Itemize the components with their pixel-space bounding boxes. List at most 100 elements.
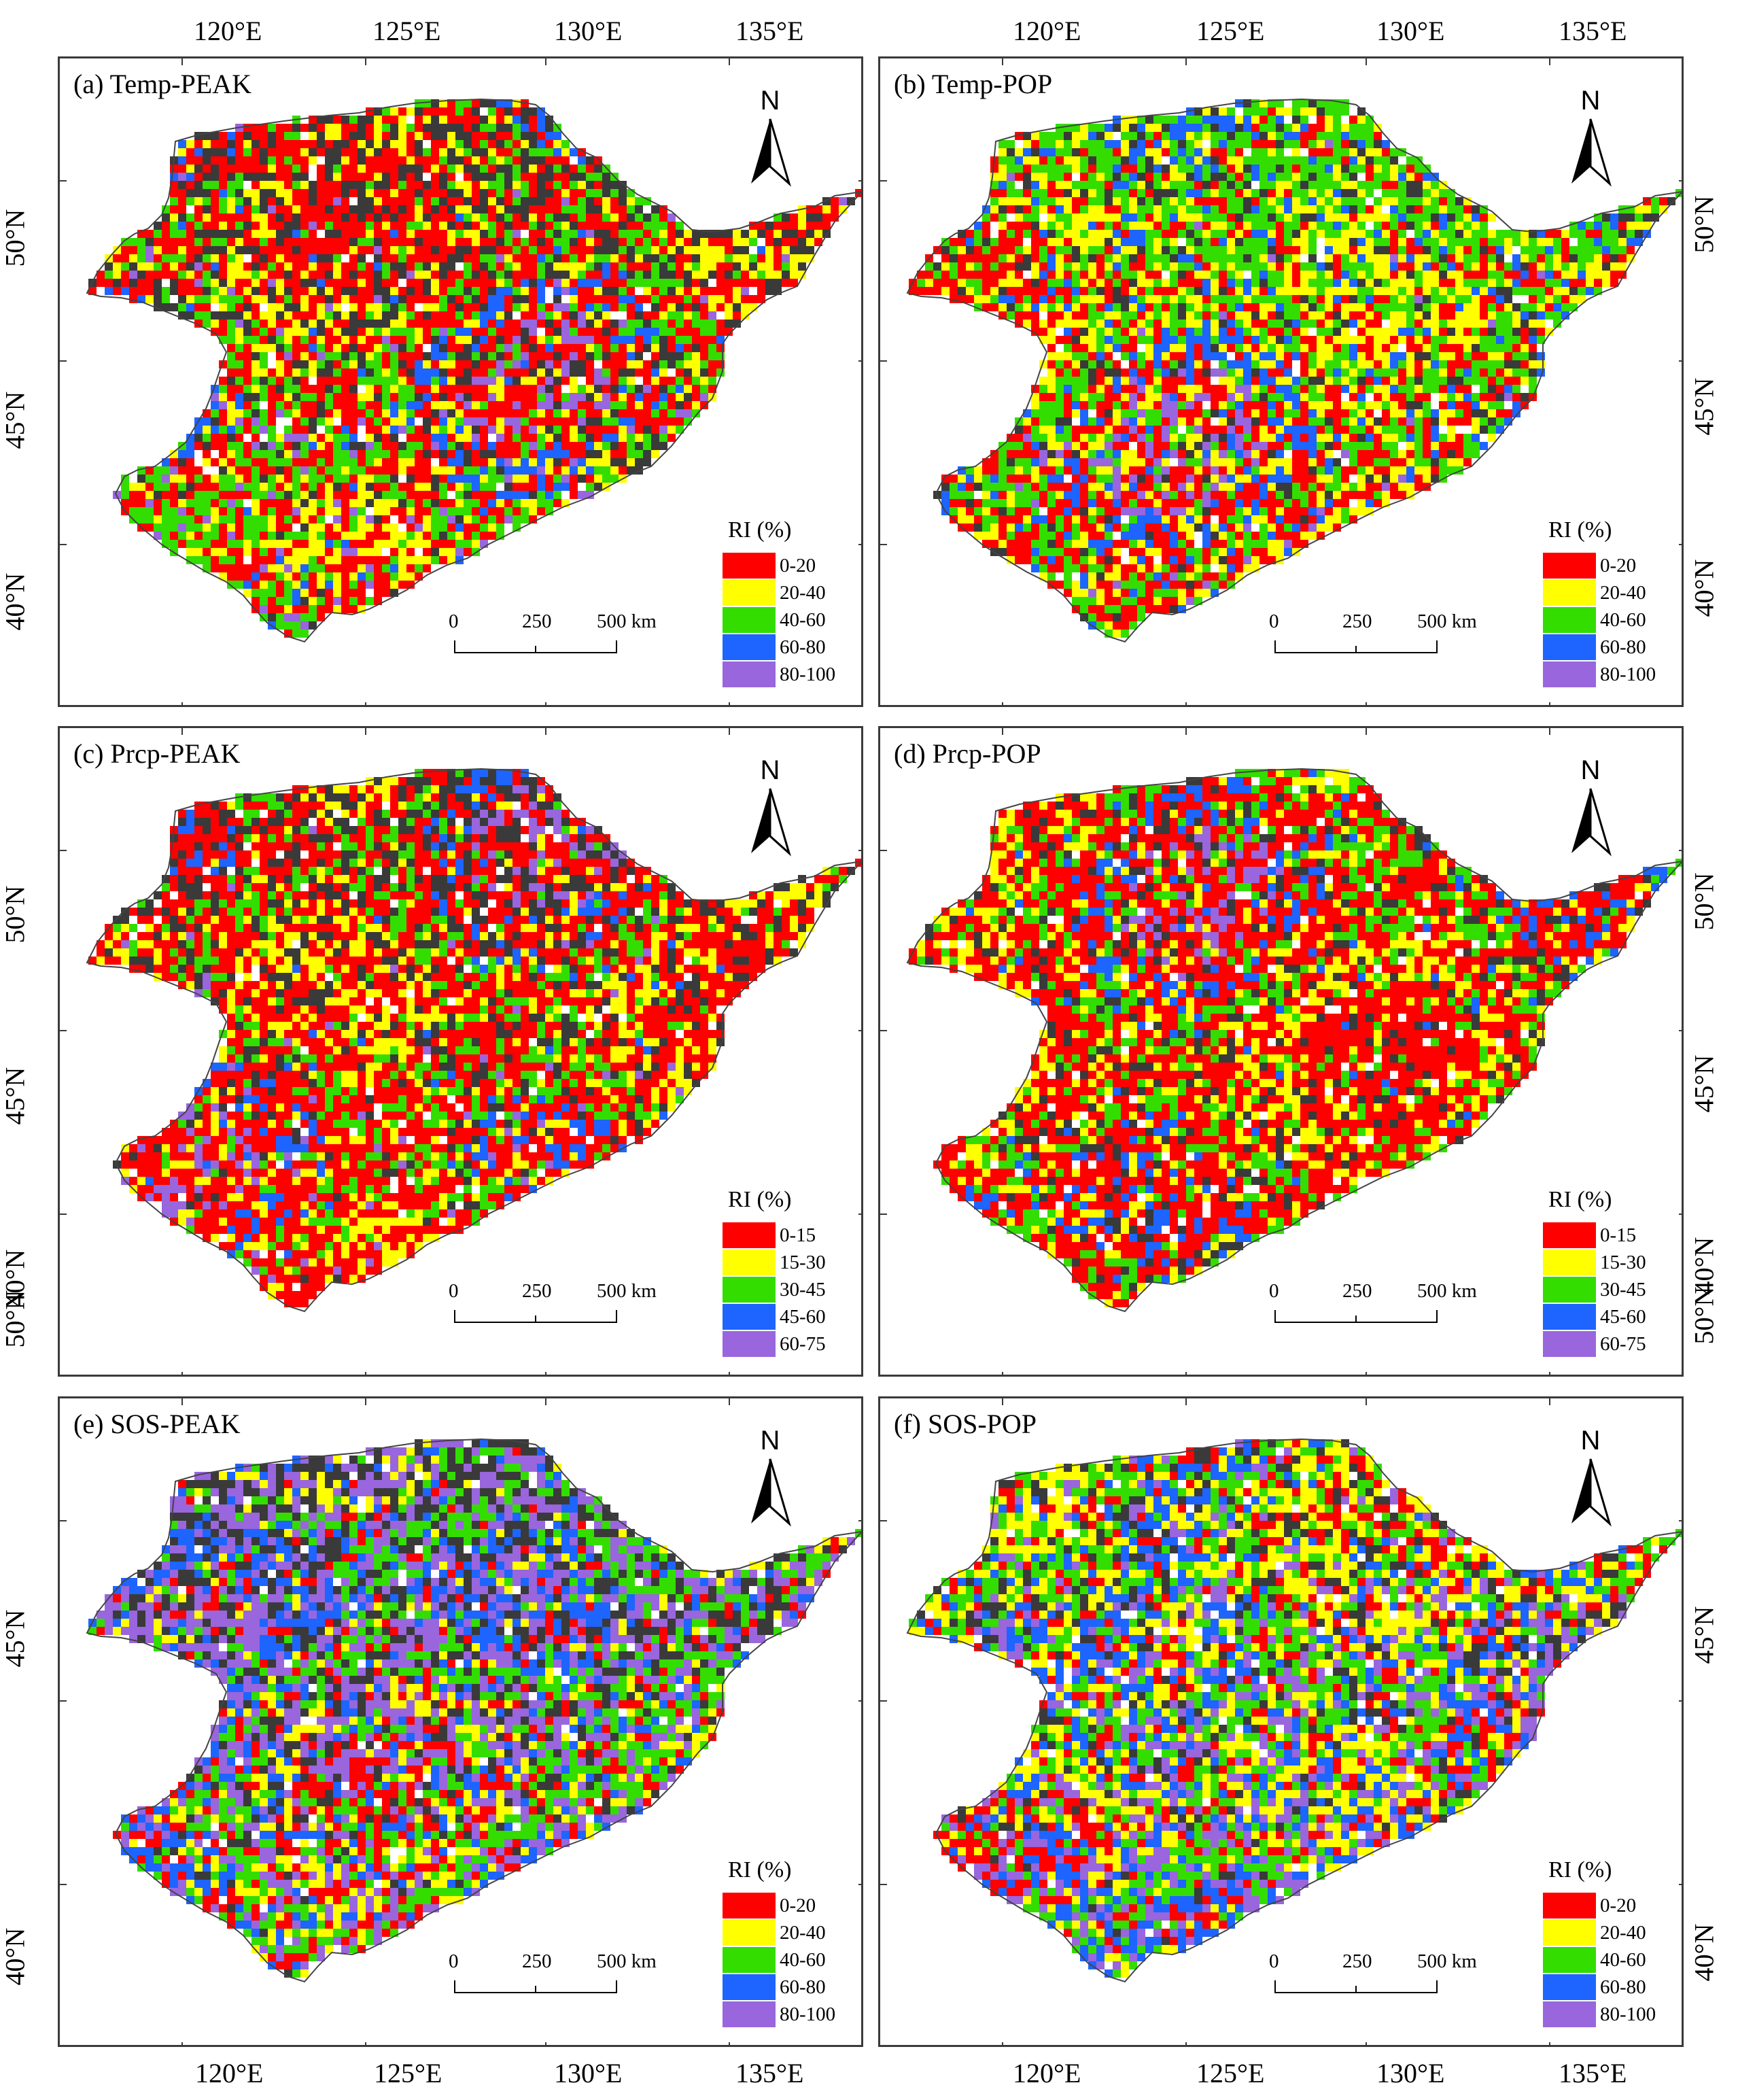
legend-label: 0-20 xyxy=(780,555,816,577)
legend-label: 60-80 xyxy=(780,636,826,659)
legend-label: 80-100 xyxy=(780,664,835,686)
legend-swatch xyxy=(1543,634,1596,660)
map-panel-prcp-peak: (c) Prcp-PEAK N RI (%) 0-15 15-30 30-45 45-60 6… xyxy=(58,726,863,1377)
lon-label-top-left-135: 135°E xyxy=(735,18,803,45)
north-arrow-icon xyxy=(751,1458,791,1527)
scale-bar-line xyxy=(454,1310,617,1323)
north-arrow: N xyxy=(743,86,797,194)
raster-cells xyxy=(909,1439,1682,1978)
scale-label: 250 xyxy=(522,610,552,633)
scale-bar: 0 250 500 km xyxy=(449,1950,672,2025)
panel-title: (d) Prcp-POP xyxy=(894,738,1041,770)
north-arrow: N xyxy=(1563,755,1618,864)
scale-label: 0 xyxy=(1269,1950,1279,1973)
legend-label: 60-80 xyxy=(1600,636,1646,659)
legend-title: RI (%) xyxy=(1548,1187,1612,1213)
region-boundary xyxy=(906,1438,1682,1983)
lat-label-right-b-50: 50°N xyxy=(1688,196,1719,254)
legend-row: 0-20 xyxy=(1543,1893,1679,1920)
legend-row: 20-40 xyxy=(723,1920,858,1947)
legend-swatch xyxy=(1543,1277,1596,1303)
lat-label-right-b-45: 45°N xyxy=(1688,378,1719,436)
legend-swatch xyxy=(1543,1304,1596,1330)
scale-bar-line xyxy=(454,1980,617,1993)
legend-swatch xyxy=(723,1893,776,1918)
scale-bar: 0 250 500 km xyxy=(449,610,672,685)
legend-swatch xyxy=(723,553,776,579)
legend-row: 20-40 xyxy=(723,580,858,607)
scale-label: 0 xyxy=(449,1950,459,1973)
legend-row: 40-60 xyxy=(1543,607,1679,634)
legend-row: 80-100 xyxy=(723,661,858,689)
lat-label-right-b-40: 40°N xyxy=(1688,560,1719,617)
scale-bar: 0 250 500 km xyxy=(1269,1950,1492,2025)
legend-label: 80-100 xyxy=(1600,2003,1656,2026)
raster-cells xyxy=(88,99,861,638)
scale-label: 500 km xyxy=(597,610,657,633)
legend-label: 40-60 xyxy=(780,609,826,632)
raster-cells xyxy=(909,769,1682,1307)
legend-swatch xyxy=(723,580,776,606)
raster-cells xyxy=(88,1439,861,1978)
region-boundary xyxy=(86,1438,861,1983)
legend-label: 30-45 xyxy=(780,1279,826,1301)
legend-label: 20-40 xyxy=(1600,582,1646,604)
legend-row: 60-75 xyxy=(723,1331,858,1358)
raster-map xyxy=(880,1398,1682,2045)
legend-title: RI (%) xyxy=(728,517,791,543)
legend-swatch xyxy=(723,1222,776,1248)
legend-label: 40-60 xyxy=(780,1949,826,1972)
scale-label: 500 km xyxy=(1417,1950,1477,1973)
map-panel-sos-pop: (f) SOS-POP N RI (%) 0-20 20-40 40-60 60-80 80-… xyxy=(878,1396,1684,2047)
legend-swatch xyxy=(1543,607,1596,633)
region-boundary xyxy=(86,98,861,643)
lat-label-left-e-50: 50°N xyxy=(0,1290,30,1348)
legend-row: 40-60 xyxy=(723,607,858,634)
lon-label-bottom-right-130: 130°E xyxy=(1376,2060,1444,2087)
legend-swatch xyxy=(1543,1920,1596,1946)
legend-title: RI (%) xyxy=(1548,517,1612,543)
legend-swatch xyxy=(723,1304,776,1330)
legend-label: 15-30 xyxy=(780,1252,826,1274)
north-arrow-icon xyxy=(751,788,791,857)
legend: RI (%) 0-20 20-40 40-60 60-80 80-100 xyxy=(723,517,858,694)
scale-bar: 0 250 500 km xyxy=(449,1280,672,1355)
lon-label-bottom-left-125: 125°E xyxy=(374,2060,442,2087)
legend-swatch xyxy=(723,1331,776,1357)
scale-bar: 0 250 500 km xyxy=(1269,1280,1492,1355)
legend-label: 0-20 xyxy=(1600,555,1636,577)
legend-row: 0-20 xyxy=(723,1893,858,1920)
scale-label: 500 km xyxy=(597,1950,657,1973)
legend-row: 0-15 xyxy=(1543,1222,1679,1250)
legend-row: 40-60 xyxy=(723,1947,858,1974)
legend-row: 60-75 xyxy=(1543,1331,1679,1358)
legend-row: 45-60 xyxy=(1543,1304,1679,1331)
scale-bar-line xyxy=(1274,1310,1438,1323)
legend-label: 30-45 xyxy=(1600,1279,1646,1301)
legend-swatch xyxy=(1543,2001,1596,2027)
legend: RI (%) 0-20 20-40 40-60 60-80 80-100 xyxy=(1543,517,1679,694)
legend: RI (%) 0-20 20-40 40-60 60-80 80-100 xyxy=(723,1857,858,2034)
lat-label-right-f-40: 40°N xyxy=(1688,1924,1719,1982)
lon-label-bottom-right-125: 125°E xyxy=(1196,2060,1264,2087)
scale-label: 500 km xyxy=(1417,1280,1477,1303)
legend-row: 60-80 xyxy=(723,634,858,661)
legend-swatch xyxy=(1543,661,1596,687)
legend-swatch xyxy=(723,634,776,660)
scale-bar: 0 250 500 km xyxy=(1269,610,1492,685)
region-boundary xyxy=(906,768,1682,1313)
lat-label-left-e-45: 45°N xyxy=(0,1610,30,1668)
north-letter: N xyxy=(1563,1426,1618,1456)
legend-label: 60-80 xyxy=(1600,1976,1646,1999)
lon-label-top-right-135: 135°E xyxy=(1559,18,1627,45)
scale-bar-line xyxy=(1274,640,1438,653)
north-letter: N xyxy=(743,86,797,116)
legend-swatch xyxy=(1543,553,1596,579)
legend-label: 20-40 xyxy=(1600,1922,1646,1944)
legend-swatch xyxy=(1543,1974,1596,2000)
lon-label-bottom-left-120: 120°E xyxy=(195,2060,263,2087)
legend-row: 45-60 xyxy=(723,1304,858,1331)
legend-swatch xyxy=(723,607,776,633)
lon-label-bottom-right-135: 135°E xyxy=(1559,2060,1627,2087)
legend-row: 80-100 xyxy=(1543,2001,1679,2029)
